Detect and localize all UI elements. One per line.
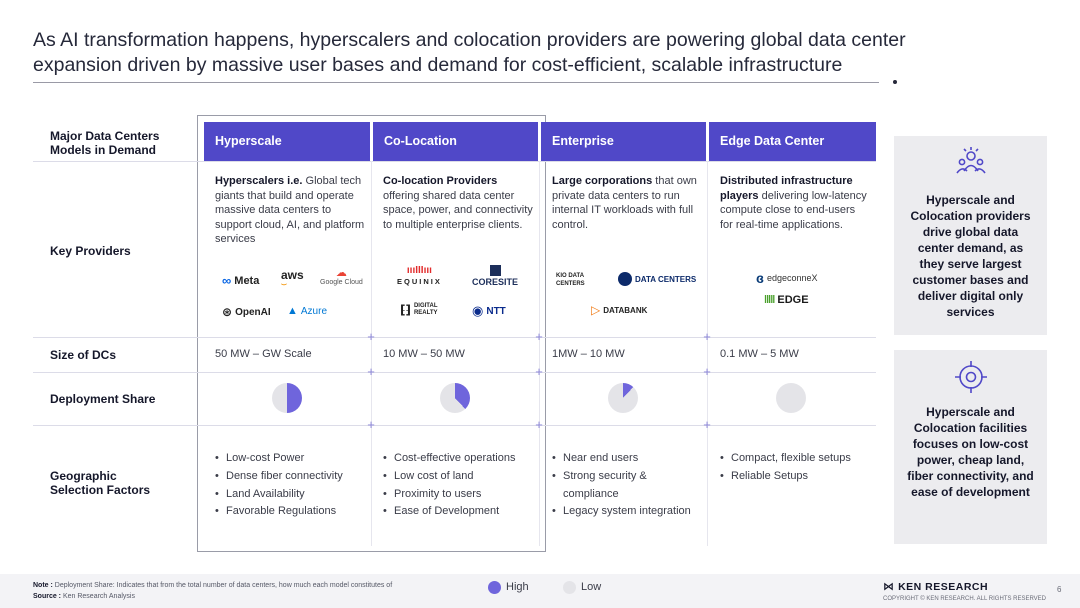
- list-item: Low cost of land: [383, 468, 515, 486]
- insight-text: Hyperscale and Colocation providers driv…: [910, 193, 1031, 319]
- plus-marker: +: [703, 417, 711, 432]
- desc-hyperscale: Hyperscalers i.e. Global tech giants tha…: [215, 175, 365, 245]
- size-edge: 0.1 MW – 5 MW: [720, 348, 799, 360]
- datacenters-logo: DATA CENTERS: [618, 272, 696, 286]
- edgeconnex-logo: ɞ edgeconneX: [756, 270, 818, 286]
- share-pie-edge: [776, 383, 806, 413]
- col-header-enterprise: Enterprise: [541, 122, 706, 161]
- share-pie-colocation: [440, 383, 470, 413]
- list-item: Reliable Setups: [720, 468, 851, 486]
- digital-realty-logo: ⁅⁆ DIGITAL REALTY: [400, 302, 438, 317]
- row-divider: [33, 425, 876, 426]
- row-label-factors: Geographic Selection Factors: [50, 469, 151, 497]
- row-label-size: Size of DCs: [50, 348, 117, 362]
- list-item: Dense fiber connectivity: [215, 468, 343, 486]
- target-icon: [954, 361, 987, 393]
- list-item: Favorable Regulations: [215, 503, 343, 521]
- highlight-box: [197, 115, 546, 552]
- plus-marker: +: [535, 364, 543, 379]
- col-divider: [707, 161, 708, 546]
- legend-low-swatch: [563, 581, 576, 594]
- list-item: Ease of Development: [383, 503, 515, 521]
- col-header-hyperscale: Hyperscale: [204, 122, 370, 161]
- legend-high-swatch: [488, 581, 501, 594]
- col-divider: [539, 161, 540, 546]
- kio-logo: KIO DATA CENTERS: [556, 273, 585, 287]
- plus-marker: +: [535, 329, 543, 344]
- plus-marker: +: [367, 329, 375, 344]
- size-hyperscale: 50 MW – GW Scale: [215, 348, 312, 360]
- insight-card: Hyperscale and Colocation facilities foc…: [894, 350, 1047, 544]
- copyright: COPYRIGHT © KEN RESEARCH. ALL RIGHTS RES…: [883, 596, 1047, 602]
- databank-logo: ▷ DATABANK: [591, 303, 648, 317]
- legend-low-label: Low: [581, 581, 602, 593]
- col-divider: [371, 161, 372, 546]
- plus-marker: +: [367, 417, 375, 432]
- share-pie-hyperscale: [272, 383, 302, 413]
- page-number: 6: [1057, 585, 1062, 594]
- factors-hyperscale: Low-cost Power Dense fiber connectivity …: [215, 450, 343, 521]
- row-label-share: Deployment Share: [50, 392, 156, 406]
- list-item: Compact, flexible setups: [720, 450, 851, 468]
- title-divider: [33, 82, 879, 83]
- factors-enterprise: Near end users Strong security & complia…: [552, 450, 704, 521]
- footnote: Note : Deployment Share: Indicates that …: [33, 582, 393, 600]
- list-item: Low-cost Power: [215, 450, 343, 468]
- plus-marker: +: [367, 364, 375, 379]
- share-pie-enterprise: [608, 383, 638, 413]
- list-item: Legacy system integration: [552, 503, 704, 521]
- plus-marker: +: [703, 329, 711, 344]
- title-dot: [893, 80, 897, 84]
- col-header-colocation: Co-Location: [373, 122, 538, 161]
- size-colocation: 10 MW – 50 MW: [383, 348, 465, 360]
- row-divider: [33, 337, 876, 338]
- insight-card: Hyperscale and Colocation providers driv…: [894, 136, 1047, 335]
- brand-logo: ⋈ KEN RESEARCH: [883, 581, 989, 593]
- desc-colocation: Co-location Providers offering shared da…: [383, 175, 533, 231]
- insight-text: Hyperscale and Colocation facilities foc…: [907, 405, 1034, 499]
- list-item: Land Availability: [215, 486, 343, 504]
- aws-logo: aws ⌣: [281, 268, 304, 289]
- list-item: Cost-effective operations: [383, 450, 515, 468]
- list-item: Near end users: [552, 450, 704, 468]
- edge-logo: ǀǀǀǀǀ EDGE: [764, 294, 809, 306]
- row-divider: [33, 161, 876, 162]
- row-divider: [33, 372, 876, 373]
- meta-logo: ∞ Meta: [222, 273, 260, 288]
- list-item: Proximity to users: [383, 486, 515, 504]
- factors-colocation: Cost-effective operations Low cost of la…: [383, 450, 515, 521]
- legend-high-label: High: [506, 581, 529, 593]
- factors-edge: Compact, flexible setups Reliable Setups: [720, 450, 851, 486]
- desc-edge: Distributed infrastructure players deliv…: [720, 175, 867, 231]
- plus-marker: +: [703, 364, 711, 379]
- openai-logo: ⊛ OpenAI: [222, 305, 271, 319]
- row-label-models: Major Data Centers Models in Demand: [50, 129, 160, 157]
- page-title: As AI transformation happens, hyperscale…: [33, 29, 906, 76]
- list-item: Strong security & compliance: [552, 468, 660, 504]
- equinix-logo: ıııIIIııı EQUINIX: [397, 265, 442, 286]
- size-enterprise: 1MW – 10 MW: [552, 348, 625, 360]
- coresite-logo: CORESITE: [472, 265, 518, 287]
- google-cloud-logo: ☁ Google Cloud: [320, 267, 363, 287]
- col-header-edge: Edge Data Center: [709, 122, 876, 161]
- footer-bar: [0, 574, 1080, 608]
- users-group-icon: [955, 147, 986, 174]
- desc-enterprise: Large corporations that own private data…: [552, 175, 697, 231]
- plus-marker: +: [535, 417, 543, 432]
- ntt-logo: ◉ NTT: [472, 303, 506, 318]
- row-label-providers: Key Providers: [50, 244, 131, 258]
- azure-logo: ▲ Azure: [287, 305, 328, 317]
- ken-logo-icon: ⋈: [883, 581, 899, 593]
